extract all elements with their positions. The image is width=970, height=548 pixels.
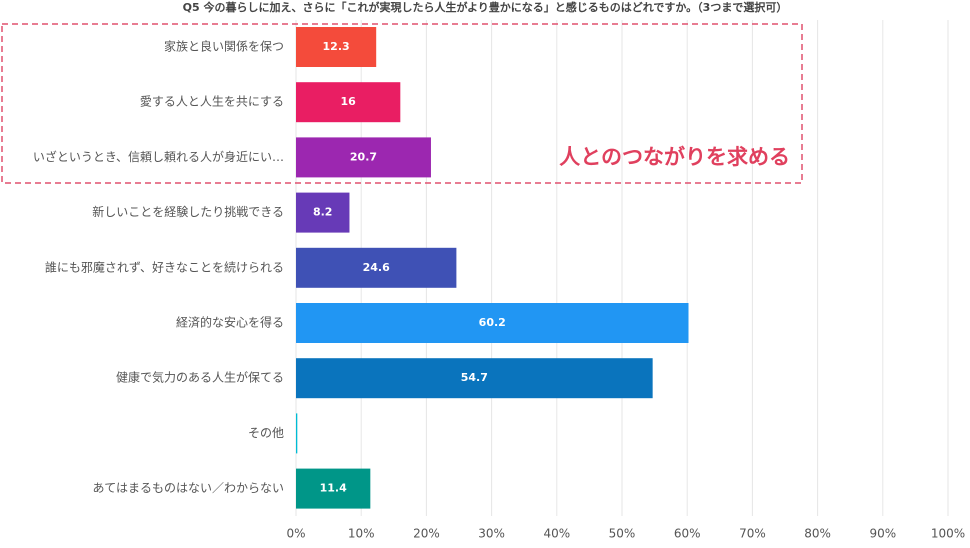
value-label: 12.3: [323, 40, 350, 53]
bar: [296, 413, 298, 454]
value-label: 11.4: [320, 482, 347, 495]
x-tick-label: 70%: [739, 527, 766, 541]
bar: [296, 82, 401, 123]
value-label: 8.2: [313, 206, 333, 219]
bar: [296, 27, 377, 67]
x-tick-label: 40%: [543, 527, 570, 541]
x-tick-label: 60%: [674, 527, 701, 541]
value-label: 16: [341, 95, 357, 108]
x-tick-label: 20%: [413, 527, 440, 541]
x-tick-label: 30%: [478, 527, 505, 541]
bar: [296, 192, 350, 233]
chart-title: Q5 今の暮らしに加え、さらに「これが実現したら人生がより豊かになる」と感じるも…: [183, 0, 788, 14]
highlight-box: [1, 23, 803, 184]
x-tick-label: 90%: [869, 527, 896, 541]
bar: [296, 468, 371, 509]
bar: [296, 137, 431, 178]
y-tick-label: いざというとき、信頼し頼れる人が身近にい…: [33, 149, 284, 164]
y-tick-label: 経済的な安心を得る: [176, 315, 284, 330]
y-tick-label: 愛する人と人生を共にする: [140, 95, 284, 109]
x-tick-label: 0%: [286, 527, 305, 541]
value-label: 24.6: [363, 261, 390, 274]
y-tick-label: 健康で気力のある人生が保てる: [116, 370, 284, 385]
value-label: 60.2: [479, 316, 506, 329]
y-tick-label: 誰にも邪魔されず、好きなことを続けられる: [45, 259, 284, 274]
value-label: 54.7: [461, 371, 488, 384]
y-tick-label: あてはまるものはない／わからない: [92, 481, 284, 495]
y-tick-label: 新しいことを経験したり挑戦できる: [92, 204, 284, 219]
bar: [296, 303, 689, 343]
x-tick-label: 100%: [931, 527, 965, 541]
x-tick-label: 10%: [348, 527, 375, 541]
y-tick-label: その他: [248, 426, 284, 440]
bar: [296, 247, 457, 288]
annotation: 人とのつながりを求める: [559, 145, 790, 169]
x-tick-label: 50%: [609, 527, 636, 541]
bar: [296, 358, 653, 399]
x-tick-label: 80%: [804, 527, 831, 541]
y-tick-label: 家族と良い関係を保つ: [164, 39, 284, 54]
value-label: 20.7: [350, 150, 377, 163]
